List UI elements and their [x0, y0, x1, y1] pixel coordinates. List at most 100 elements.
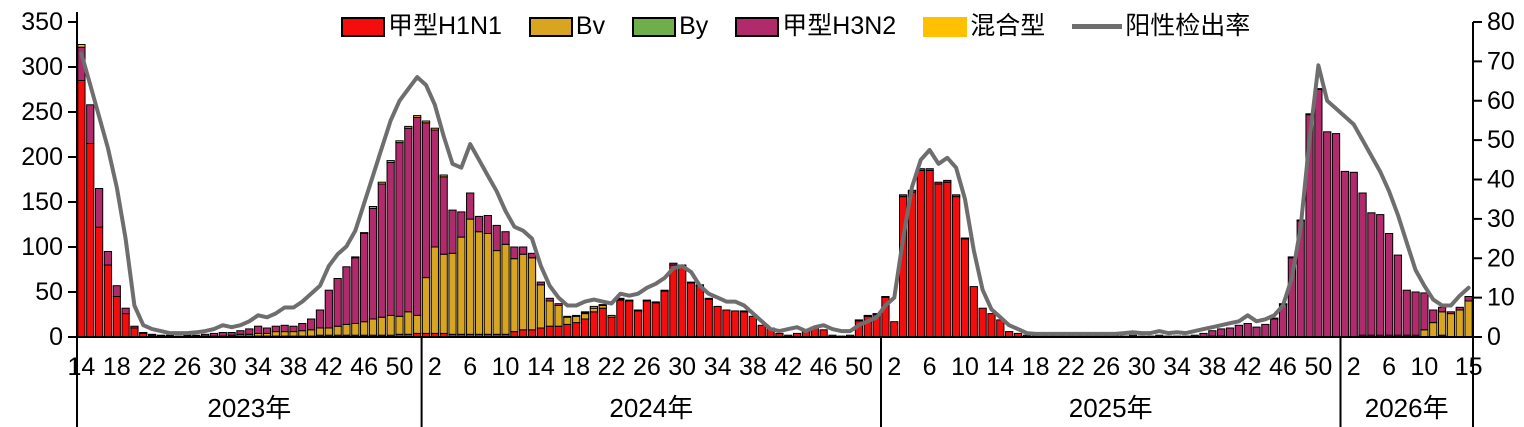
bar-segment — [1429, 322, 1438, 338]
bar-segment — [413, 314, 422, 334]
bar-segment — [271, 331, 280, 337]
legend-label: By — [679, 12, 709, 40]
bar-segment — [386, 314, 395, 336]
bar-segment — [351, 256, 360, 259]
week-tick-label: 18 — [562, 353, 590, 381]
bar-segment — [925, 168, 934, 171]
bar-segment — [952, 194, 961, 198]
bar-segment — [1367, 212, 1376, 336]
week-tick-label: 34 — [704, 353, 732, 381]
week-tick-label: 42 — [1234, 353, 1262, 381]
bar-segment — [1340, 170, 1350, 338]
week-tick-label: 14 — [527, 353, 555, 381]
week-tick-label: 26 — [633, 353, 661, 381]
bar-segment — [616, 299, 625, 338]
bar-segment — [678, 265, 687, 338]
bar-segment — [342, 266, 351, 325]
bar-segment — [298, 330, 307, 337]
week-tick-label: 34 — [244, 353, 272, 381]
week-tick-label: 22 — [598, 353, 626, 381]
right-axis-tick-label: 10 — [1487, 284, 1515, 312]
bar-segment — [483, 233, 492, 335]
bar-segment — [448, 209, 457, 254]
bar-segment — [739, 311, 749, 338]
bar-segment — [545, 325, 554, 338]
bar-segment — [519, 253, 528, 331]
legend-label: Bv — [575, 12, 606, 40]
bar-segment — [351, 257, 360, 324]
week-tick-label: 30 — [668, 353, 696, 381]
bar-segment — [890, 321, 899, 338]
week-tick-label: 22 — [138, 353, 166, 381]
bar-segment — [669, 264, 678, 338]
bar-segment — [218, 332, 227, 337]
bar-segment — [404, 125, 413, 129]
legend-item-4: 混合型 — [923, 13, 1045, 40]
bar-segment — [501, 231, 510, 245]
week-tick-label: 10 — [951, 353, 979, 381]
bar-segment — [1225, 327, 1235, 338]
bar-segment — [94, 226, 104, 338]
bar-segment — [324, 327, 333, 336]
bar-segment — [633, 309, 643, 312]
bar-segment — [554, 325, 563, 338]
bar-segment — [1393, 254, 1403, 336]
bar-segment — [377, 181, 386, 185]
bar-segment — [351, 323, 360, 336]
week-tick-label: 38 — [280, 353, 308, 381]
bar-segment — [466, 192, 475, 220]
week-tick-label: 2 — [887, 353, 901, 381]
bar-segment — [580, 311, 590, 314]
bar-segment — [121, 313, 130, 338]
right-axis-tick-label: 80 — [1487, 8, 1515, 36]
bar-segment — [607, 316, 616, 338]
bar-segment — [598, 304, 607, 307]
week-tick-label: 30 — [209, 353, 237, 381]
bar-segment — [748, 315, 758, 338]
bar-segment — [731, 310, 740, 338]
bar-segment — [1429, 309, 1438, 324]
bar-segment — [315, 327, 325, 336]
bar-segment — [130, 325, 139, 329]
legend-label: 阳性检出率 — [1125, 12, 1251, 40]
bar-segment — [1384, 233, 1394, 336]
week-tick-label: 50 — [386, 353, 414, 381]
bar-segment — [466, 218, 475, 335]
bar-segment — [978, 307, 987, 338]
legend-item-1: Bv — [528, 12, 606, 40]
bar-segment — [1455, 309, 1464, 338]
bar-segment — [245, 328, 254, 335]
bar-segment — [1252, 326, 1261, 338]
bar-segment — [289, 331, 298, 337]
bar-segment — [404, 127, 413, 313]
bars-layer — [77, 44, 1473, 338]
bar-segment — [943, 179, 952, 183]
bar-segment — [1208, 330, 1217, 337]
bar-segment — [386, 160, 395, 163]
week-tick-label: 34 — [1163, 353, 1191, 381]
rate-line-layer — [79, 51, 1471, 336]
week-tick-label: 6 — [1382, 353, 1396, 381]
bar-segment — [156, 334, 166, 337]
legend-label: 甲型H3N2 — [782, 12, 897, 40]
bar-segment — [943, 181, 952, 338]
week-tick-label: 2 — [428, 353, 442, 381]
week-tick-label: 10 — [492, 353, 520, 381]
bar-segment — [474, 215, 484, 233]
bar-segment — [545, 300, 554, 327]
bar-segment — [333, 278, 342, 327]
bar-segment — [572, 314, 581, 317]
bar-segment — [519, 246, 528, 255]
bar-segment — [642, 300, 652, 338]
legend-line-swatch — [1072, 24, 1123, 29]
bar-segment — [280, 324, 289, 333]
bar-segment — [563, 315, 572, 318]
bar-segment — [1376, 214, 1385, 336]
left-axis-tick-label: 50 — [35, 278, 63, 306]
bar-segment — [1437, 306, 1447, 313]
bar-segment — [324, 289, 333, 329]
legend: 甲型H1N1 Bv By 甲型H3N2 混合型 阳性检出率 — [341, 13, 1250, 40]
bar-segment — [916, 170, 925, 338]
week-tick-label: 18 — [103, 353, 131, 381]
bar-segment — [395, 315, 404, 335]
